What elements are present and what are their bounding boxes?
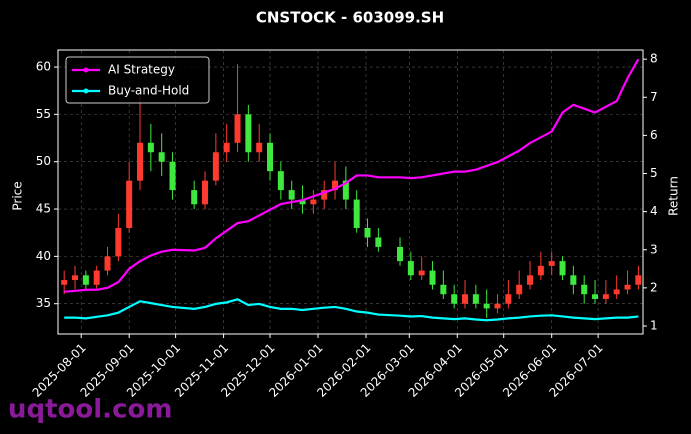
candle-body <box>472 294 479 304</box>
candle-body <box>191 190 198 205</box>
candle-body <box>126 180 133 228</box>
y-tick-label: 55 <box>36 107 51 121</box>
candle-body <box>602 294 609 299</box>
legend-marker <box>83 88 89 94</box>
candle-body <box>212 152 219 181</box>
y-tick-label: 50 <box>36 154 51 168</box>
candle-body <box>418 270 425 276</box>
candle-body <box>505 294 512 304</box>
candle-body <box>299 199 306 205</box>
candle-body <box>407 261 414 276</box>
candle-body <box>169 161 176 191</box>
candle-body <box>451 294 458 304</box>
candle-body <box>104 256 111 271</box>
candle-body <box>494 303 501 309</box>
candle-body <box>527 275 534 285</box>
candle-body <box>82 275 89 285</box>
candle-body <box>342 180 349 200</box>
candle-body <box>147 142 154 153</box>
candle-body <box>592 294 599 299</box>
candle-body <box>537 265 544 276</box>
candle-body <box>256 142 263 153</box>
candle-body <box>440 284 447 295</box>
y-tick-label: 60 <box>36 60 51 74</box>
candle-body <box>353 199 360 228</box>
candle-body <box>624 284 631 290</box>
candle-body <box>93 270 100 285</box>
legend-label: AI Strategy <box>108 63 175 77</box>
candle-body <box>613 289 620 295</box>
y-axis-label: Price <box>11 181 25 210</box>
candle-body <box>158 152 165 162</box>
candle-body <box>581 284 588 295</box>
line-series <box>64 298 639 322</box>
y2-tick-label: 4 <box>650 204 658 218</box>
y2-tick-label: 7 <box>650 90 658 104</box>
plot-frame <box>57 49 644 335</box>
candle-body <box>137 142 144 181</box>
candle-body <box>202 180 209 205</box>
watermark: uqtool.com <box>8 395 172 425</box>
y2-axis-label: Return <box>667 176 681 216</box>
candle-body <box>516 284 523 295</box>
candle-body <box>61 280 68 285</box>
candle-body <box>397 246 404 262</box>
candle-body <box>548 261 555 266</box>
candle-body <box>570 275 577 285</box>
candle-body <box>635 275 642 285</box>
candle-body <box>288 190 295 200</box>
candle-body <box>223 142 230 153</box>
legend-marker <box>83 67 89 73</box>
line-series <box>64 58 640 293</box>
candle-body <box>234 114 241 143</box>
y2-tick-label: 2 <box>650 280 658 294</box>
chart-title: CNSTOCK - 603099.SH <box>256 9 444 27</box>
y2-tick-label: 6 <box>650 128 658 142</box>
candle-body <box>277 171 284 191</box>
candle-body <box>321 190 328 200</box>
candle-body <box>462 294 469 304</box>
candle-body <box>310 199 317 205</box>
candle-body <box>364 227 371 238</box>
candle-body <box>429 270 436 285</box>
candle-body <box>332 180 339 191</box>
y-tick-label: 45 <box>36 202 51 216</box>
candle-body <box>267 142 274 172</box>
candle-body <box>483 303 490 309</box>
candle-body <box>115 227 122 257</box>
legend-box <box>65 56 210 104</box>
legend-label: Buy-and-Hold <box>108 84 189 98</box>
candle-body <box>72 275 79 281</box>
y2-tick-label: 3 <box>650 242 658 256</box>
candle-body <box>375 237 382 247</box>
candle-body <box>559 261 566 276</box>
y-tick-label: 35 <box>36 296 51 310</box>
y-tick-label: 40 <box>36 249 51 263</box>
candle-body <box>245 114 252 153</box>
y2-tick-label: 5 <box>650 166 658 180</box>
y2-tick-label: 1 <box>650 318 658 332</box>
y2-tick-label: 8 <box>650 52 658 66</box>
